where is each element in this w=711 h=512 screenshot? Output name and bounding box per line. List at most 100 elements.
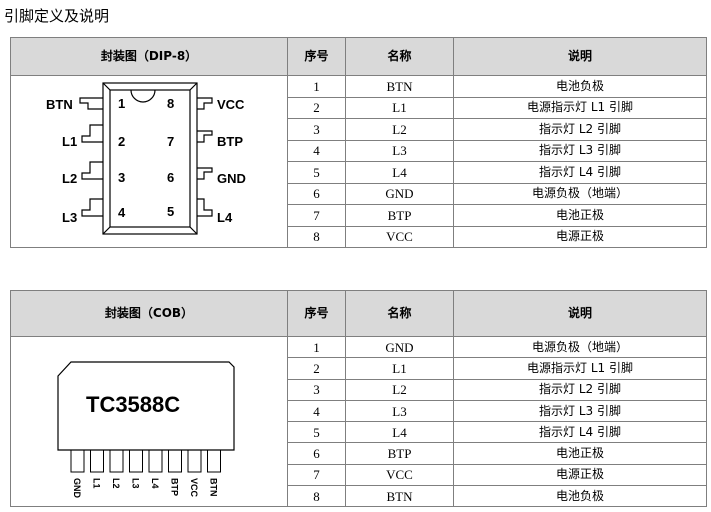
package-header: 封装图（DIP-8） <box>10 37 288 76</box>
table-row: 2 L1 电源指示灯 L1 引脚 <box>11 96 707 119</box>
cob-pin <box>90 449 104 473</box>
seq-cell: 2 <box>287 357 346 380</box>
seq-cell: 5 <box>287 161 346 184</box>
pin-number: 4 <box>118 205 126 220</box>
seq-cell: 8 <box>287 225 346 248</box>
pin-number: 6 <box>167 170 174 185</box>
desc-cell: 电源负极（地端） <box>453 335 707 359</box>
seq-cell: 7 <box>287 204 346 227</box>
dip8-package-diagram: BTN L1 L2 L3 VCC BTP GND L4 1 2 3 4 5 6 … <box>46 82 246 235</box>
desc-cell: 电源负极（地端） <box>453 182 707 205</box>
desc-cell: 电池负极 <box>453 485 707 508</box>
pin-label-l4: L4 <box>217 210 233 225</box>
cob-package-diagram: TC3588C GND L1 L2 L3 L4 BTP VCC BTN <box>57 361 235 499</box>
desc-cell: 电源正极 <box>453 225 707 248</box>
cob-pin-table: 封装图（COB） 序号 名称 说明 1 GND 电源负极（地端） 2 L1 电源指示灯 L… <box>10 290 707 508</box>
table-row: 8 BTN 电池负极 <box>11 485 707 508</box>
seq-cell: 2 <box>287 96 346 119</box>
table-row: 4 L3 指示灯 L3 引脚 <box>11 139 707 162</box>
pin-label-l3: L3 <box>62 210 77 225</box>
desc-cell: 指示灯 L4 引脚 <box>453 421 707 444</box>
desc-cell: 电池正极 <box>453 442 707 465</box>
pin-label-vcc: VCC <box>217 97 245 112</box>
table-row: 5 L4 指示灯 L4 引脚 <box>11 421 707 444</box>
name-cell: VCC <box>345 463 454 487</box>
cob-pin-label: L3 <box>131 478 141 489</box>
seq-cell: 5 <box>287 421 346 444</box>
name-cell: GND <box>345 335 454 359</box>
desc-cell: 电池负极 <box>453 75 707 98</box>
cob-pin-label: BTN <box>209 478 219 497</box>
cob-pin-label: L4 <box>150 478 160 489</box>
table-row: 7 VCC 电源正极 <box>11 463 707 487</box>
table-row: 5 L4 指示灯 L4 引脚 <box>11 161 707 184</box>
seq-cell: 4 <box>287 399 346 423</box>
cob-pin <box>207 449 221 473</box>
pin-number: 7 <box>167 134 174 149</box>
name-cell: L2 <box>345 118 454 141</box>
table-row: 4 L3 指示灯 L3 引脚 <box>11 399 707 423</box>
seq-cell: 1 <box>287 335 346 359</box>
table-row: 6 GND 电源负极（地端） <box>11 182 707 205</box>
name-cell: BTN <box>345 485 454 508</box>
cob-pin-label: GND <box>72 478 82 499</box>
pin-label-gnd: GND <box>217 171 246 186</box>
table-row: 7 BTP 电池正极 <box>11 204 707 227</box>
pin-label-l1: L1 <box>62 134 77 149</box>
seq-cell: 3 <box>287 118 346 141</box>
desc-cell: 指示灯 L2 引脚 <box>453 118 707 141</box>
cob-pin-label: VCC <box>189 478 199 498</box>
pin-number: 5 <box>167 204 174 219</box>
seq-cell: 7 <box>287 463 346 487</box>
desc-header: 说明 <box>453 37 707 76</box>
table-row: 1 BTN 电池负极 <box>10 75 707 248</box>
name-cell: L2 <box>345 378 454 401</box>
desc-cell: 电源指示灯 L1 引脚 <box>453 357 707 380</box>
cob-pin-label: L2 <box>111 478 121 489</box>
desc-cell: 指示灯 L4 引脚 <box>453 161 707 184</box>
name-header: 名称 <box>345 37 454 76</box>
seq-cell: 1 <box>287 75 346 98</box>
name-cell: BTP <box>345 204 454 227</box>
desc-cell: 电池正极 <box>453 204 707 227</box>
package-diagram-cell <box>10 335 288 508</box>
package-diagram-cell <box>10 75 288 248</box>
name-cell: L4 <box>345 161 454 184</box>
name-cell: VCC <box>345 225 454 248</box>
cob-pin <box>109 449 124 473</box>
table-row: 6 BTP 电池正极 <box>11 442 707 465</box>
cob-pin <box>129 449 143 473</box>
name-cell: L3 <box>345 399 454 423</box>
pin-number: 3 <box>118 170 125 185</box>
pin-number: 1 <box>118 96 125 111</box>
cob-pin-label: BTP <box>170 478 180 496</box>
seq-cell: 8 <box>287 485 346 508</box>
seq-header: 序号 <box>287 290 346 337</box>
table-row: 8 VCC 电源正极 <box>11 225 707 248</box>
pin-number: 2 <box>118 134 125 149</box>
desc-cell: 电源指示灯 L1 引脚 <box>453 96 707 119</box>
desc-header: 说明 <box>453 290 707 337</box>
seq-cell: 3 <box>287 378 346 401</box>
desc-cell: 指示灯 L2 引脚 <box>453 378 707 401</box>
name-cell: GND <box>345 182 454 205</box>
desc-cell: 电源正极 <box>453 463 707 487</box>
cob-pin <box>168 449 182 473</box>
pin-label-l2: L2 <box>62 171 77 186</box>
desc-cell: 指示灯 L3 引脚 <box>453 399 707 423</box>
name-header: 名称 <box>345 290 454 337</box>
name-cell: BTP <box>345 442 454 465</box>
name-cell: L1 <box>345 96 454 119</box>
dip-pin-table: 封装图（DIP-8） 序号 名称 说明 1 BTN 电池负极 2 L1 电源指示灯 L1 … <box>10 37 707 248</box>
cob-pin <box>70 449 85 473</box>
seq-header: 序号 <box>287 37 346 76</box>
package-header: 封装图（COB） <box>10 290 288 337</box>
seq-cell: 4 <box>287 139 346 162</box>
pin-label-btn: BTN <box>46 97 73 112</box>
chip-name: TC3588C <box>86 392 180 417</box>
section-heading: 引脚定义及说明 <box>4 7 110 25</box>
table-row: 1 GND 电源负极（地端） <box>10 335 707 508</box>
name-cell: L3 <box>345 139 454 162</box>
cob-pin <box>187 449 202 473</box>
name-cell: BTN <box>345 75 454 98</box>
